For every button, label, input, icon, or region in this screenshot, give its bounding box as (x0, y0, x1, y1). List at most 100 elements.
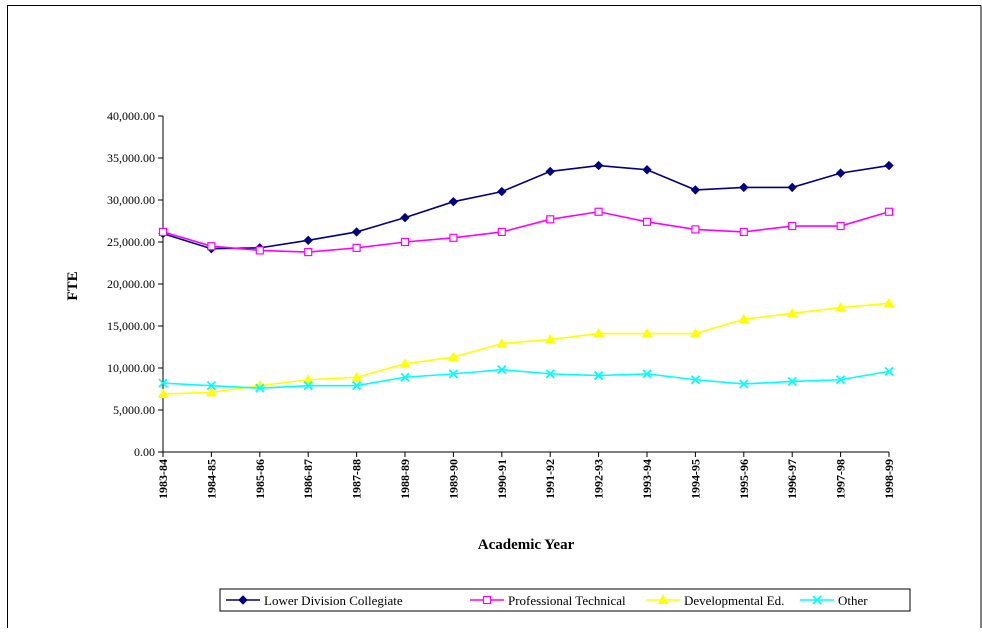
data-point (593, 370, 604, 381)
data-point (207, 242, 216, 251)
data-point (739, 379, 749, 389)
series-line (162, 210, 890, 253)
x-tick-label: 1990-91 (495, 459, 509, 499)
x-tick-label: 1986-87 (301, 459, 315, 499)
x-tick-label: 1998-99 (882, 459, 896, 499)
data-point (641, 328, 653, 338)
data-point (157, 388, 169, 399)
data-point (351, 227, 362, 237)
series-group (157, 160, 895, 399)
data-point (497, 186, 507, 197)
legend-entry: Developmental Ed. (646, 593, 784, 608)
series-other (158, 365, 894, 393)
data-point (158, 378, 168, 388)
data-point (884, 207, 894, 216)
legend: Lower Division Collegiate Professional Te… (219, 588, 911, 612)
data-point (448, 196, 459, 207)
data-point (642, 165, 652, 175)
y-axis-ticks: 0.00 5,000.00 10,000.00 15,000.00 20,000.00 2… (107, 109, 163, 459)
data-point (399, 358, 411, 368)
series-developmental-ed (157, 297, 895, 399)
data-point (206, 386, 217, 397)
data-point (738, 313, 750, 324)
data-point (836, 221, 845, 231)
data-point (497, 227, 506, 237)
data-point (303, 381, 313, 391)
y-tick-label: 10,000.00 (107, 361, 155, 375)
data-point (400, 372, 410, 382)
data-point (544, 333, 556, 344)
x-tick-label: 1987-88 (350, 459, 364, 499)
y-tick-label: 5,000.00 (113, 403, 155, 417)
y-tick-label: 25,000.00 (107, 235, 155, 249)
x-tick-label: 1989-90 (446, 459, 460, 499)
data-point (884, 366, 894, 376)
data-point (400, 237, 410, 247)
data-point (546, 215, 555, 224)
data-point (787, 376, 797, 387)
data-point (594, 207, 603, 216)
legend-label: Professional Technical (508, 593, 626, 608)
x-tick-label: 1985-86 (253, 459, 267, 499)
y-tick-label: 40,000.00 (107, 109, 155, 123)
legend-marker (238, 595, 248, 605)
data-point (739, 227, 748, 237)
data-point (497, 365, 507, 375)
x-tick-label: 1992-93 (592, 459, 606, 499)
data-point (496, 338, 508, 348)
chart-border (7, 5, 982, 628)
data-point (690, 185, 701, 195)
legend-label: Developmental Ed. (684, 593, 784, 608)
data-point (787, 182, 797, 193)
series-line (162, 302, 890, 395)
data-point (303, 235, 313, 246)
data-point (351, 381, 362, 391)
data-point (448, 351, 459, 362)
data-point (158, 227, 168, 237)
y-axis-title: FTE (65, 271, 81, 300)
data-point (448, 369, 459, 379)
data-point (642, 369, 652, 379)
data-point (883, 297, 895, 308)
x-tick-label: 1995-96 (737, 459, 751, 499)
data-point (691, 225, 700, 234)
legend-label: Lower Division Collegiate (264, 593, 403, 608)
data-point (545, 166, 555, 177)
data-point (351, 371, 362, 382)
legend-label: Other (838, 593, 868, 608)
data-point (835, 168, 846, 178)
x-tick-label: 1991-92 (543, 459, 557, 499)
x-axis-ticks: 1983-84 1984-85 1985-86 1986-87 1987-88 1988-… (156, 452, 896, 499)
axes (162, 116, 889, 453)
data-point (835, 302, 846, 312)
legend-marker (812, 595, 822, 605)
data-point (545, 369, 555, 379)
data-point (788, 221, 797, 231)
data-point (593, 328, 604, 338)
data-point (739, 182, 749, 193)
data-point (255, 383, 265, 393)
data-point (690, 328, 701, 338)
data-point (302, 374, 314, 384)
y-tick-label: 0.00 (134, 445, 155, 459)
legend-entry: Other (800, 593, 868, 608)
data-point (884, 160, 894, 171)
x-tick-label: 1997-98 (834, 459, 848, 499)
series-line (162, 368, 890, 389)
data-point (690, 375, 701, 385)
series-lower-division-collegiate (158, 160, 894, 254)
data-point (642, 217, 652, 226)
data-point (835, 375, 846, 385)
y-tick-label: 20,000.00 (107, 277, 155, 291)
x-tick-label: 1993-94 (640, 459, 654, 499)
x-axis-title: Academic Year (478, 537, 575, 553)
x-tick-label: 1983-84 (156, 459, 170, 499)
x-tick-label: 1988-89 (398, 459, 412, 499)
data-point (400, 212, 410, 223)
legend-marker (657, 594, 669, 604)
data-point (593, 160, 604, 171)
data-point (255, 246, 264, 255)
series-line (162, 164, 890, 250)
